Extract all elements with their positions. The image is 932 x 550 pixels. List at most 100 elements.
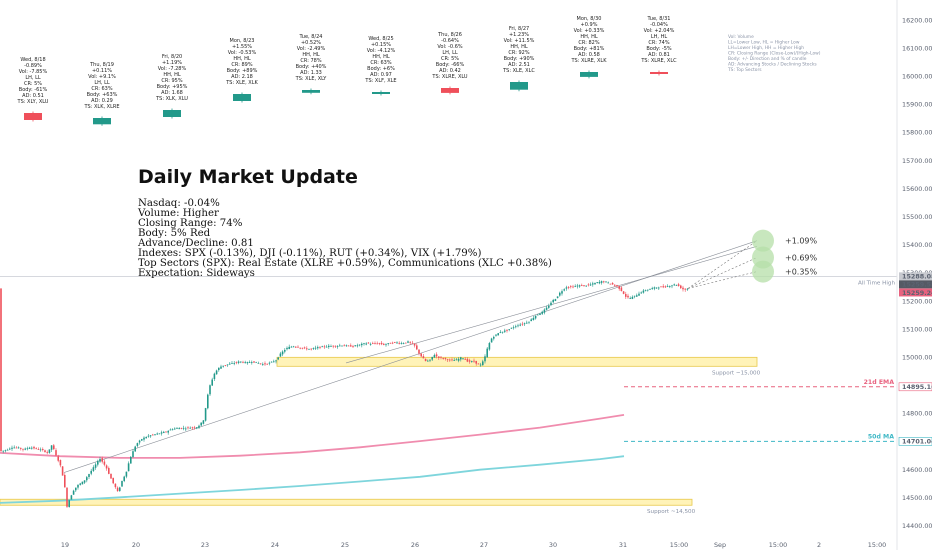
candle-body xyxy=(145,437,147,439)
summary-line: Thu, 8/26 xyxy=(437,32,462,38)
candle-body xyxy=(114,483,117,488)
summary-line: Vol: +2.04% xyxy=(644,28,675,34)
summary-line: HH, HL xyxy=(510,44,527,50)
candle-body xyxy=(127,463,130,472)
candle-body xyxy=(389,342,392,344)
summary-line: CR: 63% xyxy=(370,60,391,66)
candle-body xyxy=(354,345,356,347)
candle-body xyxy=(600,281,603,283)
summary-line: TS: XLE, XLK xyxy=(225,80,258,86)
candle-body xyxy=(226,364,229,366)
candle-body xyxy=(158,433,161,435)
note-line: Closing Range: 74% xyxy=(138,218,243,229)
summary-line: Vol: -4.12% xyxy=(367,48,396,54)
candle-body xyxy=(171,429,174,431)
candle-body xyxy=(651,288,653,290)
candle-body xyxy=(574,286,576,288)
candle-body xyxy=(561,291,563,294)
candle-body xyxy=(336,346,339,347)
candle-body xyxy=(286,347,288,350)
candle-body xyxy=(468,360,471,362)
candle-body xyxy=(125,471,128,477)
candle-body xyxy=(55,450,57,456)
y-tick-label: 15200.00 xyxy=(902,297,932,305)
note-line: Nasdaq: -0.04% xyxy=(138,198,220,209)
candle-body xyxy=(244,362,246,364)
candle-body xyxy=(138,440,141,443)
candle-body xyxy=(416,345,418,350)
candle-body xyxy=(341,345,343,347)
candle-body xyxy=(473,360,475,362)
candle-body xyxy=(328,345,330,348)
candle-body xyxy=(563,289,565,291)
candle-body xyxy=(275,360,277,362)
candle-body xyxy=(50,445,53,450)
candle-body xyxy=(587,284,590,286)
projection-marker xyxy=(752,260,774,283)
candle-body xyxy=(235,362,238,364)
y-tick-label: 14600.00 xyxy=(902,466,932,474)
candle-body xyxy=(372,343,374,345)
summary-line: TS: XLK, XLU xyxy=(155,96,188,102)
candle-body xyxy=(528,321,530,323)
candle-body xyxy=(156,433,158,435)
summary-line: TS: XLRE, XLU xyxy=(431,74,467,80)
summary-line: Body: -61% xyxy=(19,87,48,93)
summary-line: +1.23% xyxy=(509,32,529,38)
candle-body xyxy=(191,427,194,429)
candle-body xyxy=(251,362,253,363)
summary-line: TS: XLK, XLRE xyxy=(83,104,119,110)
note-line: Expectation: Sideways xyxy=(138,268,255,279)
summary-line: Vol: +9.1% xyxy=(88,74,116,80)
summary-line: Body: +6% xyxy=(367,66,395,72)
candle-body xyxy=(347,345,350,347)
candle-body xyxy=(565,287,568,289)
candle-body xyxy=(387,343,389,344)
candle-body xyxy=(427,360,429,362)
candle-body xyxy=(609,283,612,285)
candle-body xyxy=(297,346,299,348)
candle-body xyxy=(583,285,585,286)
candle-body xyxy=(486,348,488,358)
candle-body xyxy=(270,361,273,363)
candle-body xyxy=(224,365,227,366)
ath-label: All Time High xyxy=(858,280,895,286)
projection-label: +0.69% xyxy=(785,254,818,263)
candle-body xyxy=(312,348,315,349)
candle-body xyxy=(178,428,180,430)
candle-body xyxy=(343,345,345,347)
candle-body xyxy=(515,326,517,328)
price-series xyxy=(0,279,689,508)
y-tick-label: 15100.00 xyxy=(902,325,932,333)
candle-body xyxy=(323,346,326,348)
x-tick-label: 30 xyxy=(549,541,557,549)
candle-body xyxy=(605,281,607,283)
candle-body xyxy=(273,361,275,363)
candle-body xyxy=(116,487,119,492)
ma-line xyxy=(0,455,625,504)
candle-body xyxy=(541,311,543,314)
candle-body xyxy=(644,290,647,292)
summary-line: CR: 74% xyxy=(648,40,669,46)
candle-body xyxy=(471,361,473,362)
candle-body xyxy=(101,458,103,462)
candle-body xyxy=(490,338,493,343)
y-tick-label: 15900.00 xyxy=(902,101,932,109)
summary-line: CR: 63% xyxy=(91,86,112,92)
candle-body xyxy=(11,447,13,449)
candle-body xyxy=(253,361,255,363)
candle-body xyxy=(409,341,411,343)
candle-body xyxy=(398,342,400,344)
candle-body xyxy=(669,286,671,287)
summary-line: Body: -66% xyxy=(436,62,465,68)
candle-body xyxy=(435,354,438,357)
summary-line: TS: XLE, XLY xyxy=(295,76,328,82)
candle-body xyxy=(185,428,187,430)
price-tag-bg xyxy=(899,272,932,281)
candle-body xyxy=(4,450,7,452)
summary-line: AD: 1.33 xyxy=(300,70,322,76)
candle-body xyxy=(15,447,18,449)
summary-line: Body: -5% xyxy=(646,46,672,52)
candle-body xyxy=(556,296,559,299)
summary-line: Tue, 8/31 xyxy=(647,16,671,22)
